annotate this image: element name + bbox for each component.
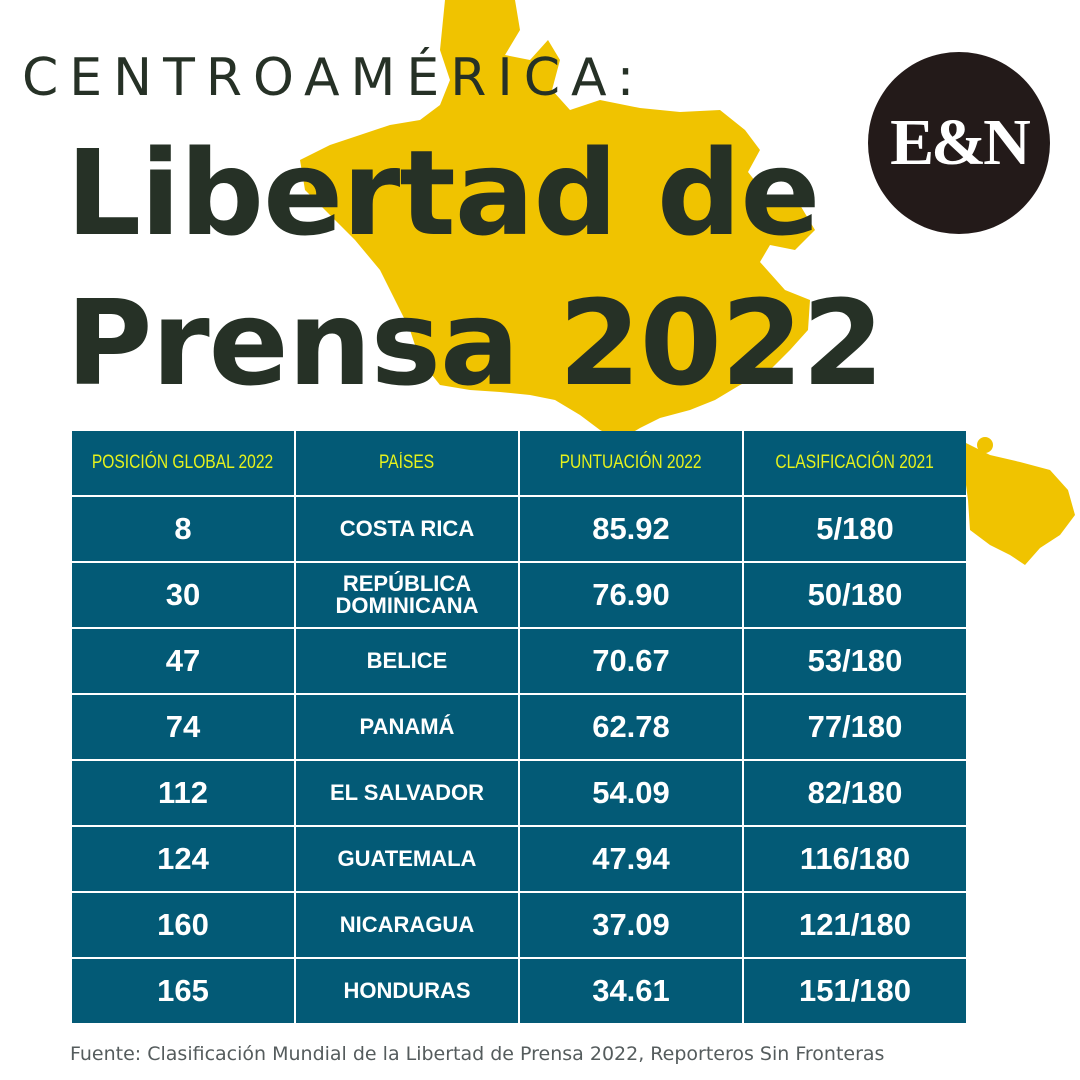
header-rank-2021: CLASIFICACIÓN 2021: [744, 431, 966, 495]
cell-rank-2021: 116/180: [744, 827, 966, 891]
table-header-row: POSICIÓN GLOBAL 2022 PAÍSES PUNTUACIÓN 2…: [72, 431, 966, 495]
cell-country: HONDURAS: [296, 959, 518, 1023]
cell-country: REPÚBLICA DOMINICANA: [296, 563, 518, 627]
cell-rank-2021: 151/180: [744, 959, 966, 1023]
cell-country: BELICE: [296, 629, 518, 693]
cell-score: 54.09: [520, 761, 742, 825]
cell-position: 165: [72, 959, 294, 1023]
cell-rank-2021: 5/180: [744, 497, 966, 561]
kicker-region: CENTROAMÉRICA:: [22, 48, 646, 108]
header-score: PUNTUACIÓN 2022: [520, 431, 742, 495]
cell-position: 74: [72, 695, 294, 759]
cell-position: 160: [72, 893, 294, 957]
cell-position: 8: [72, 497, 294, 561]
header-position: POSICIÓN GLOBAL 2022: [72, 431, 294, 495]
cell-rank-2021: 82/180: [744, 761, 966, 825]
source-note: Fuente: Clasificación Mundial de la Libe…: [70, 1043, 885, 1065]
cell-rank-2021: 77/180: [744, 695, 966, 759]
cell-score: 37.09: [520, 893, 742, 957]
cell-position: 47: [72, 629, 294, 693]
cell-score: 76.90: [520, 563, 742, 627]
table-row: 112 EL SALVADOR 54.09 82/180: [72, 761, 966, 825]
cell-country: EL SALVADOR: [296, 761, 518, 825]
brand-logo-text: E&N: [890, 106, 1031, 179]
cell-position: 30: [72, 563, 294, 627]
ranking-table: POSICIÓN GLOBAL 2022 PAÍSES PUNTUACIÓN 2…: [70, 429, 968, 1025]
table-row: 30 REPÚBLICA DOMINICANA 76.90 50/180: [72, 563, 966, 627]
cell-country: PANAMÁ: [296, 695, 518, 759]
cell-position: 112: [72, 761, 294, 825]
page-title: Libertad de Prensa 2022: [66, 118, 884, 418]
cell-score: 70.67: [520, 629, 742, 693]
brand-logo: E&N: [868, 52, 1050, 234]
table-row: 124 GUATEMALA 47.94 116/180: [72, 827, 966, 891]
cell-rank-2021: 53/180: [744, 629, 966, 693]
cell-score: 34.61: [520, 959, 742, 1023]
header-country: PAÍSES: [296, 431, 518, 495]
cell-rank-2021: 121/180: [744, 893, 966, 957]
cell-country: COSTA RICA: [296, 497, 518, 561]
cell-score: 62.78: [520, 695, 742, 759]
table-row: 47 BELICE 70.67 53/180: [72, 629, 966, 693]
cell-rank-2021: 50/180: [744, 563, 966, 627]
title-line-2: Prensa 2022: [66, 274, 884, 412]
table-row: 8 COSTA RICA 85.92 5/180: [72, 497, 966, 561]
cell-position: 124: [72, 827, 294, 891]
title-line-1: Libertad de: [66, 124, 820, 262]
cell-country: GUATEMALA: [296, 827, 518, 891]
cell-score: 47.94: [520, 827, 742, 891]
cell-score: 85.92: [520, 497, 742, 561]
table-row: 160 NICARAGUA 37.09 121/180: [72, 893, 966, 957]
table-row: 74 PANAMÁ 62.78 77/180: [72, 695, 966, 759]
table-row: 165 HONDURAS 34.61 151/180: [72, 959, 966, 1023]
cell-country: NICARAGUA: [296, 893, 518, 957]
